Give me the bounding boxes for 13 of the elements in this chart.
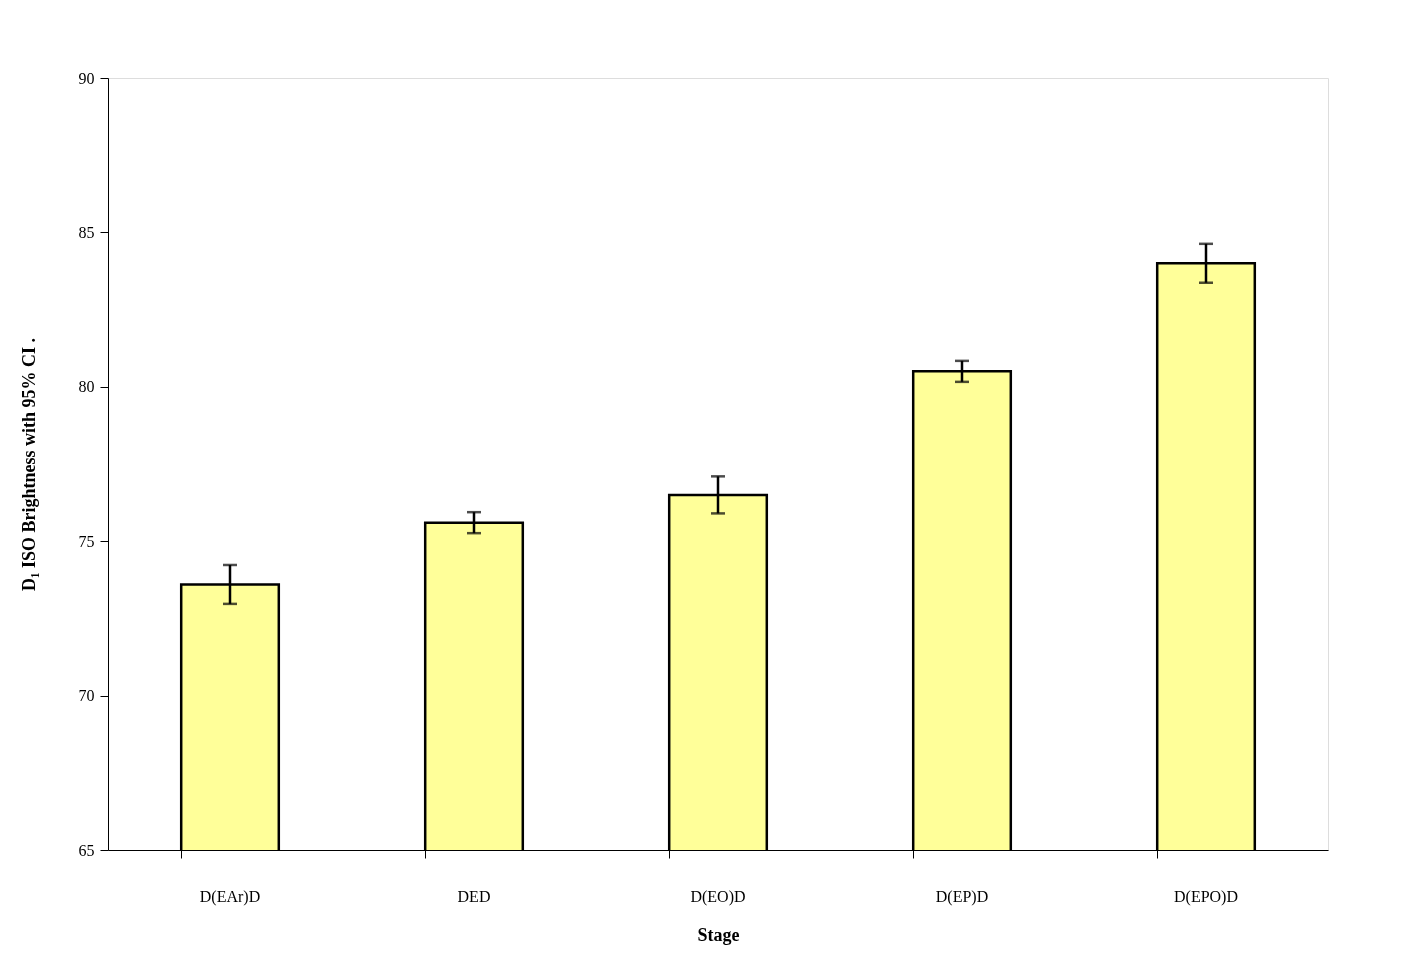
y-tick-label: 70 xyxy=(78,687,95,705)
y-tick-label: 75 xyxy=(78,532,95,550)
y-tick-label: 85 xyxy=(78,223,95,241)
y-tick-label: 80 xyxy=(78,378,95,396)
x-tick-label: D(EO)D xyxy=(690,887,746,906)
x-axis-title: Stage xyxy=(697,924,740,945)
y-tick-label: 65 xyxy=(78,841,95,859)
x-tick-label: DED xyxy=(457,887,491,905)
x-tick-label: D(EP)D xyxy=(935,887,989,906)
y-tick-label: 90 xyxy=(78,69,95,87)
x-tick-label: D(EAr)D xyxy=(199,887,261,906)
y-axis-title: D₁ ISO Brightness with 95% CI . xyxy=(18,338,39,591)
x-tick-label: D(EPO)D xyxy=(1174,887,1238,906)
